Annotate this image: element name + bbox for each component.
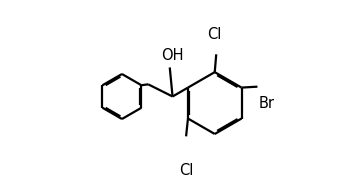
Text: OH: OH — [161, 48, 184, 63]
Text: Cl: Cl — [207, 27, 222, 42]
Text: Br: Br — [259, 96, 275, 111]
Text: Cl: Cl — [180, 163, 194, 178]
